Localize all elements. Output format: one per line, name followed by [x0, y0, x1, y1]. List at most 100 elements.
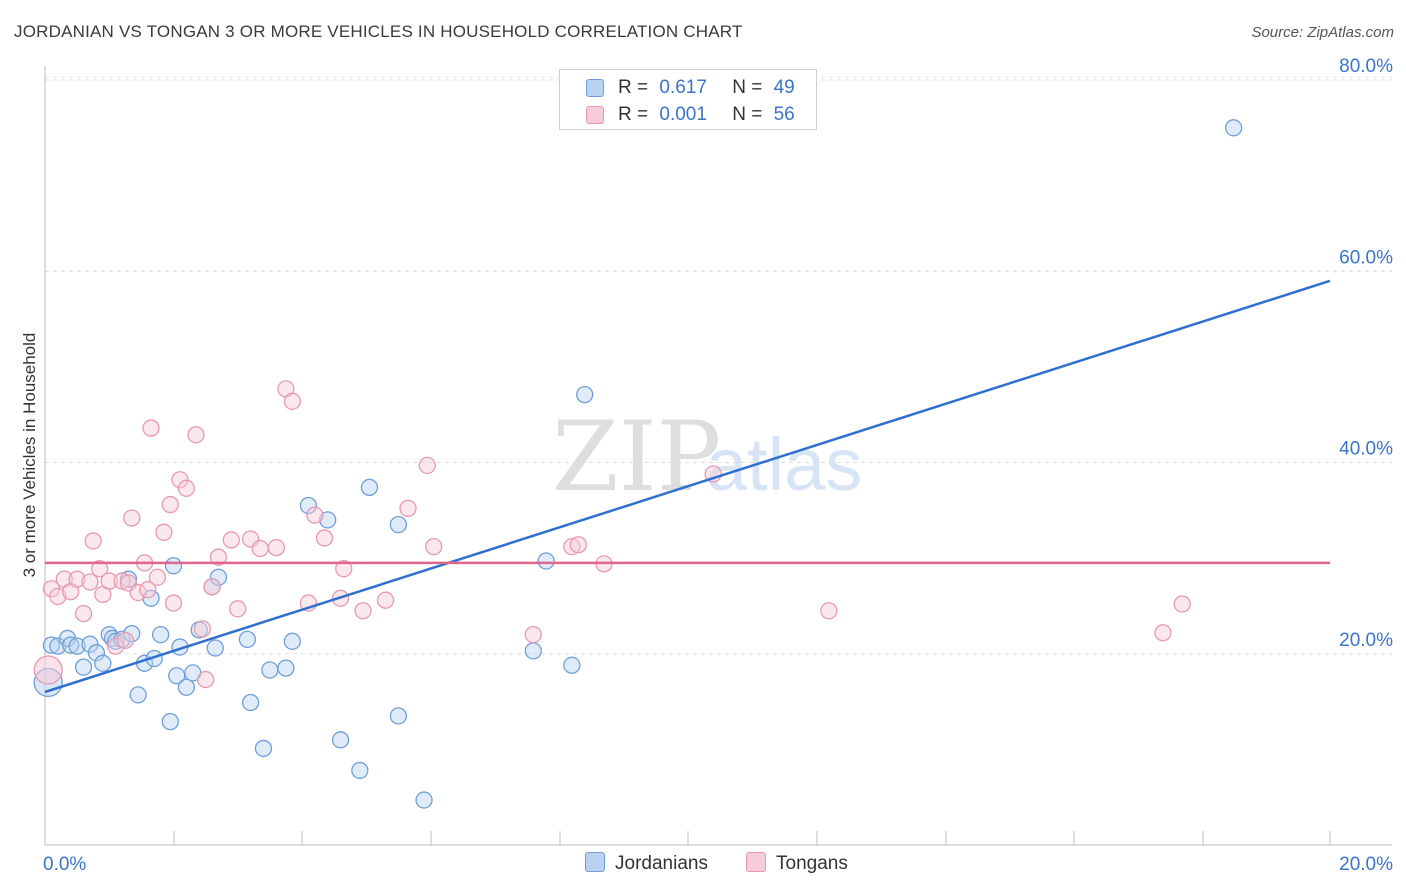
tongan-point [335, 559, 353, 578]
jordanian-point [319, 511, 337, 529]
y-tick-label: 60.0% [1339, 247, 1393, 268]
jordanian-point [94, 654, 112, 672]
tongan-point [113, 572, 131, 590]
legend-n-value: 56 [773, 104, 795, 125]
tongan-point [399, 499, 417, 518]
jordanian-point [277, 659, 295, 677]
jordanian-point [238, 630, 257, 649]
series-legend-tongans: Tongans [746, 852, 848, 875]
jordanian-point [524, 642, 542, 660]
jordanian-point [241, 693, 260, 712]
jordanian-point [119, 570, 138, 588]
legend-r-label: R = [618, 77, 649, 98]
watermark: ZIP atlas [552, 401, 862, 513]
jordanian-point [62, 636, 80, 654]
tongan-point [267, 538, 285, 557]
legend-n-value: 49 [773, 77, 795, 98]
jordanian-point [209, 568, 228, 586]
y-tick-label: 20.0% [1339, 630, 1393, 651]
jordanian-trend-line [44, 279, 1331, 694]
series-legend-jordanians: Jordanians [585, 852, 708, 875]
tongan-point [81, 573, 99, 591]
jordanian-point [389, 707, 408, 725]
tongan-point [306, 506, 324, 524]
jordanian-point [68, 637, 86, 655]
tongan-point [139, 581, 157, 599]
y-tick-label: 80.0% [1339, 56, 1393, 77]
jordanian-point [283, 632, 302, 650]
y-tick-label: 40.0% [1339, 439, 1393, 460]
jordanian-point [42, 636, 61, 654]
jordanian-point [360, 478, 379, 497]
series-name-tongans: Tongans [776, 853, 848, 874]
tongan-point [90, 559, 109, 578]
jordanian-point [254, 739, 273, 758]
jordanian-point [81, 635, 99, 653]
tongan-point [193, 620, 212, 638]
tongan-point [164, 594, 183, 612]
watermark-zip: ZIP [552, 401, 721, 513]
watermark-atlas: atlas [706, 423, 862, 506]
tongan-point [418, 456, 436, 475]
jordanian-point [576, 385, 594, 404]
tongan-point [161, 495, 179, 514]
jordanian-point [206, 639, 224, 657]
source-label: Source: ZipAtlas.com [1251, 24, 1394, 41]
tongan-point [283, 392, 302, 410]
tongan-point [196, 670, 215, 689]
tongan-point [107, 637, 125, 655]
tongan-point [177, 479, 196, 497]
tongan-point [425, 538, 443, 556]
jordanian-point [123, 625, 141, 643]
tongan-point [187, 426, 205, 444]
jordanian-point [177, 678, 196, 696]
jordanian-point [415, 791, 433, 809]
jordanian-point [563, 656, 581, 674]
x-tick-label: 0.0% [43, 854, 86, 875]
trend-lines [44, 279, 1331, 694]
tongan-point [84, 532, 102, 550]
tongan-point [354, 602, 372, 620]
legend-r-value: 0.617 [659, 77, 707, 98]
tongan-point [68, 570, 86, 588]
jordanian-point [537, 552, 555, 570]
tongan-point [100, 572, 118, 590]
tongan-point [229, 600, 247, 618]
jordanian-point [87, 644, 106, 662]
chart-title: JORDANIAN VS TONGAN 3 OR MORE VEHICLES I… [14, 22, 743, 41]
series-swatch-tongans [746, 852, 766, 872]
tongan-point [1154, 624, 1172, 642]
tongan-point [155, 523, 173, 541]
tongan-point [251, 539, 269, 558]
tongan-point [148, 568, 167, 586]
tongan-point [74, 604, 93, 623]
tongan-point [209, 548, 228, 566]
tongan-point [222, 531, 240, 549]
tongan-point [116, 631, 134, 650]
legend-r-value: 0.001 [659, 104, 707, 125]
legend-swatch-tongans [586, 106, 604, 124]
correlation-legend: R = 0.617 N = 49 R = 0.001 N = 56 [559, 69, 817, 130]
tongan-point [129, 583, 147, 602]
tongan-point [203, 578, 221, 596]
tongan-point [49, 587, 67, 606]
series-swatch-jordanians [585, 852, 605, 872]
tongan-point [315, 529, 334, 547]
jordanian-point [261, 661, 279, 679]
tongan-point [142, 419, 160, 437]
jordanian-point [299, 496, 318, 515]
jordanian-point [389, 516, 408, 534]
x-tick-label: 20.0% [1339, 854, 1393, 875]
tongan-point [820, 602, 838, 620]
tongan-point [123, 509, 141, 527]
tongan-point [524, 625, 542, 644]
tongan-point [171, 471, 189, 489]
axes [44, 66, 1392, 846]
jordanian-point [129, 686, 147, 704]
tongan-point [33, 655, 63, 685]
jordanian-point [164, 557, 183, 575]
series-name-jordanians: Jordanians [615, 853, 708, 874]
gridlines [45, 76, 1392, 655]
tick-labels: 20.0% 40.0% 60.0% 80.0% 0.0% 20.0% [43, 56, 1393, 875]
jordanian-point [1224, 119, 1243, 137]
